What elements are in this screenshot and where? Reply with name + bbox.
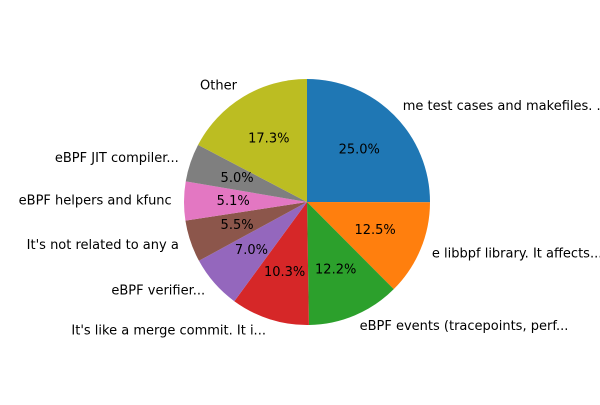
pie-slice-2 — [307, 202, 430, 290]
slice-percent-label-8: 5.0% — [221, 171, 254, 186]
slice-percent-label-1: 25.0% — [339, 142, 380, 157]
pie-slice-9 — [198, 79, 307, 202]
slice-percent-label-9: 17.3% — [248, 131, 289, 146]
labels-layer: 25.0% me test cases and makefiles. ... 12.… — [19, 79, 600, 339]
slices-layer — [184, 79, 430, 326]
slice-category-label-ebpf-events-tracepoints-: eBPF events (tracepoints, perf... — [360, 319, 569, 334]
pie-slice-3 — [307, 202, 394, 325]
slice-category-label-ebpf-verifier: eBPF verifier... — [111, 284, 205, 299]
slice-category-label-it-s-like-a-merge-commit: It's like a merge commit. It i... — [71, 323, 266, 338]
slice-percent-label-3: 12.2% — [315, 262, 356, 277]
pie-slice-8 — [185, 144, 307, 202]
slice-category-label-me-test-cases-and-makefi: me test cases and makefiles. ... — [403, 99, 600, 114]
pie-slice-7 — [184, 181, 307, 221]
slice-percent-label-5: 7.0% — [235, 243, 268, 258]
slice-category-label-e-libbpf-library-it-affe: e libbpf library. It affects... — [432, 247, 600, 262]
pie-slice-5 — [198, 202, 307, 302]
slice-category-label-ebpf-jit-compiler: eBPF JIT compiler... — [55, 151, 179, 166]
slice-category-label-other: Other — [200, 79, 238, 94]
pie-slice-4 — [234, 202, 309, 326]
slice-category-label-ebpf-helpers-and-kfunc: eBPF helpers and kfunc — [19, 193, 172, 208]
pie-slice-1 — [307, 79, 430, 203]
slice-percent-label-7: 5.1% — [217, 194, 250, 209]
slice-category-label-it-s-not-related-to-any-: It's not related to any a — [27, 238, 179, 253]
slice-percent-label-4: 10.3% — [264, 265, 305, 280]
slice-percent-label-2: 12.5% — [354, 223, 395, 238]
slice-percent-label-6: 5.5% — [221, 218, 254, 233]
pie-slice-6 — [185, 202, 307, 261]
